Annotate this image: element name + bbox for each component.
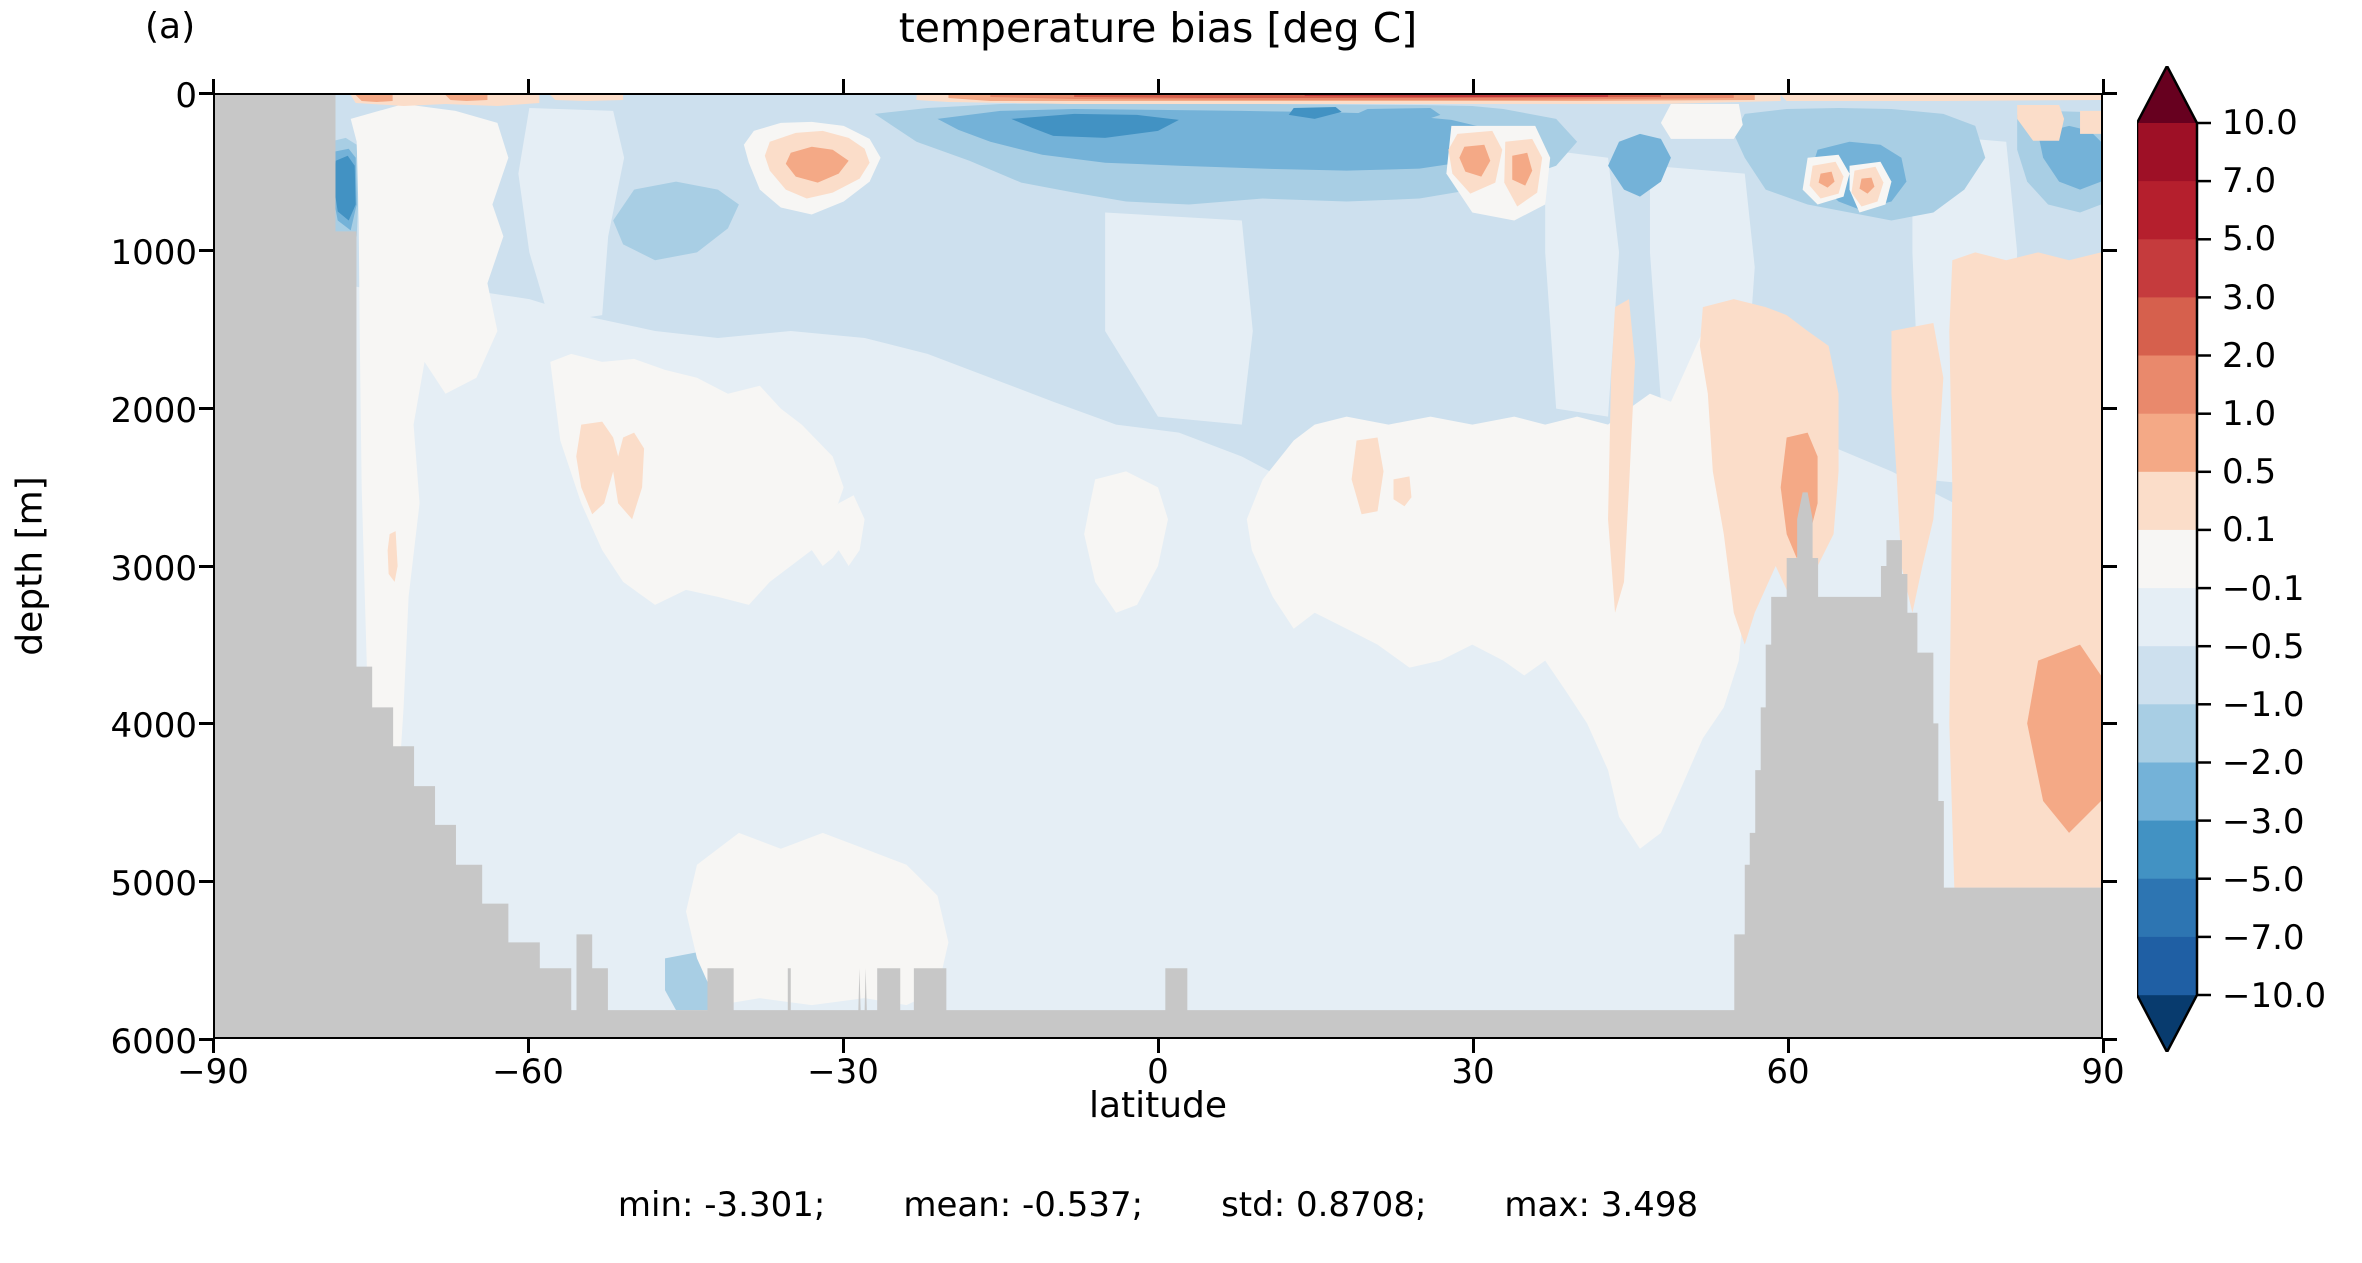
colorbar-band bbox=[2137, 936, 2197, 996]
y-axis-label: depth [m] bbox=[9, 476, 51, 656]
x-tick bbox=[1472, 1039, 1475, 1053]
colorbar-tick-label: 0.5 bbox=[2222, 452, 2277, 492]
x-axis-label: latitude bbox=[1088, 1085, 1228, 1126]
colorbar-tick-label: −0.5 bbox=[2222, 627, 2305, 667]
x-tick bbox=[527, 1039, 530, 1053]
plot-title: temperature bias [deg C] bbox=[898, 4, 1418, 52]
colorbar-tick-label: 10.0 bbox=[2222, 103, 2298, 143]
colorbar-tick-label: 7.0 bbox=[2222, 161, 2277, 201]
colorbar-band bbox=[2137, 413, 2197, 473]
colorbar-tick-label: 5.0 bbox=[2222, 219, 2277, 259]
y-tick-right bbox=[2103, 249, 2117, 252]
x-tick-top bbox=[1157, 79, 1160, 93]
x-tick bbox=[842, 1039, 845, 1053]
colorbar-over-arrow bbox=[2137, 66, 2197, 123]
plot-area bbox=[213, 93, 2103, 1039]
y-tick-label: 2000 bbox=[110, 391, 197, 431]
y-tick-label: 1000 bbox=[110, 233, 197, 273]
colorbar-band bbox=[2137, 239, 2197, 298]
x-tick-top bbox=[1787, 79, 1790, 93]
x-tick bbox=[212, 1039, 215, 1053]
x-tick-top bbox=[2102, 79, 2105, 93]
colorbar-tick-label: −2.0 bbox=[2222, 743, 2305, 783]
contour-field bbox=[215, 95, 2101, 1037]
y-tick bbox=[199, 92, 213, 95]
x-tick-label: −30 bbox=[807, 1052, 879, 1092]
colorbar-tick-label: −10.0 bbox=[2222, 976, 2327, 1016]
y-tick-right bbox=[2103, 1038, 2117, 1041]
band-m5-m3-region bbox=[333, 106, 1342, 221]
stat-max: max: 3.498 bbox=[1504, 1185, 1699, 1225]
x-tick-label: 60 bbox=[1766, 1052, 1810, 1092]
y-tick-label: 0 bbox=[175, 76, 197, 116]
x-tick-label: 30 bbox=[1451, 1052, 1495, 1092]
colorbar-under-arrow bbox=[2137, 995, 2197, 1052]
colorbar-band bbox=[2137, 181, 2197, 240]
y-tick bbox=[199, 249, 213, 252]
x-tick bbox=[1157, 1039, 1160, 1053]
colorbar-band bbox=[2137, 878, 2197, 938]
x-tick-label: −90 bbox=[177, 1052, 249, 1092]
panel-label: (a) bbox=[145, 6, 196, 47]
colorbar-band bbox=[2137, 123, 2197, 182]
x-tick-label: 0 bbox=[1147, 1052, 1169, 1092]
y-tick bbox=[199, 565, 213, 568]
colorbar-band bbox=[2137, 297, 2197, 356]
stat-mean: mean: -0.537; bbox=[903, 1185, 1144, 1225]
y-tick-label: 4000 bbox=[110, 706, 197, 746]
y-tick-right bbox=[2103, 722, 2117, 725]
band-p3-p5-region bbox=[1304, 95, 1609, 97]
colorbar-band bbox=[2137, 820, 2197, 880]
colorbar-tick-label: −3.0 bbox=[2222, 802, 2305, 842]
y-tick bbox=[199, 722, 213, 725]
colorbar-band bbox=[2137, 704, 2197, 763]
colorbar-tick-label: 2.0 bbox=[2222, 336, 2277, 376]
colorbar-tick-label: −1.0 bbox=[2222, 685, 2305, 725]
colorbar-tick-label: −0.1 bbox=[2222, 569, 2305, 609]
colorbar-band bbox=[2137, 355, 2197, 415]
colorbar-ticks bbox=[2197, 121, 2211, 997]
colorbar-band bbox=[2137, 529, 2197, 589]
colorbar-tick-label: 3.0 bbox=[2222, 278, 2277, 318]
y-tick-label: 6000 bbox=[110, 1022, 197, 1062]
colorbar-tick-label: −5.0 bbox=[2222, 860, 2305, 900]
x-tick-label: −60 bbox=[492, 1052, 564, 1092]
colorbar-band bbox=[2137, 762, 2197, 822]
stat-std: std: 0.8708; bbox=[1221, 1185, 1427, 1225]
x-tick bbox=[2102, 1039, 2105, 1053]
colorbar-band bbox=[2137, 646, 2197, 705]
x-tick-top bbox=[842, 79, 845, 93]
y-tick-label: 3000 bbox=[110, 549, 197, 589]
y-tick-right bbox=[2103, 880, 2117, 883]
y-tick-label: 5000 bbox=[110, 864, 197, 904]
colorbar bbox=[2135, 63, 2213, 1055]
x-tick bbox=[1787, 1039, 1790, 1053]
colorbar-tick-label: 0.1 bbox=[2222, 510, 2277, 550]
x-tick-top bbox=[1472, 79, 1475, 93]
x-tick-top bbox=[527, 79, 530, 93]
colorbar-band bbox=[2137, 471, 2197, 531]
stats-line: min: -3.301; mean: -0.537; std: 0.8708; … bbox=[213, 1185, 2103, 1225]
bathymetry-mask bbox=[215, 95, 2101, 1037]
colorbar-svg bbox=[2135, 63, 2211, 1055]
y-tick-right bbox=[2103, 565, 2117, 568]
y-tick bbox=[199, 1038, 213, 1041]
stat-min: min: -3.301; bbox=[617, 1185, 826, 1225]
x-tick-top bbox=[212, 79, 215, 93]
y-tick-right bbox=[2103, 92, 2117, 95]
y-tick bbox=[199, 880, 213, 883]
y-tick-right bbox=[2103, 407, 2117, 410]
colorbar-band bbox=[2137, 588, 2197, 647]
x-tick-label: 90 bbox=[2081, 1052, 2125, 1092]
colorbar-tick-label: 1.0 bbox=[2222, 394, 2277, 434]
colorbar-tick-label: −7.0 bbox=[2222, 918, 2305, 958]
y-tick bbox=[199, 407, 213, 410]
